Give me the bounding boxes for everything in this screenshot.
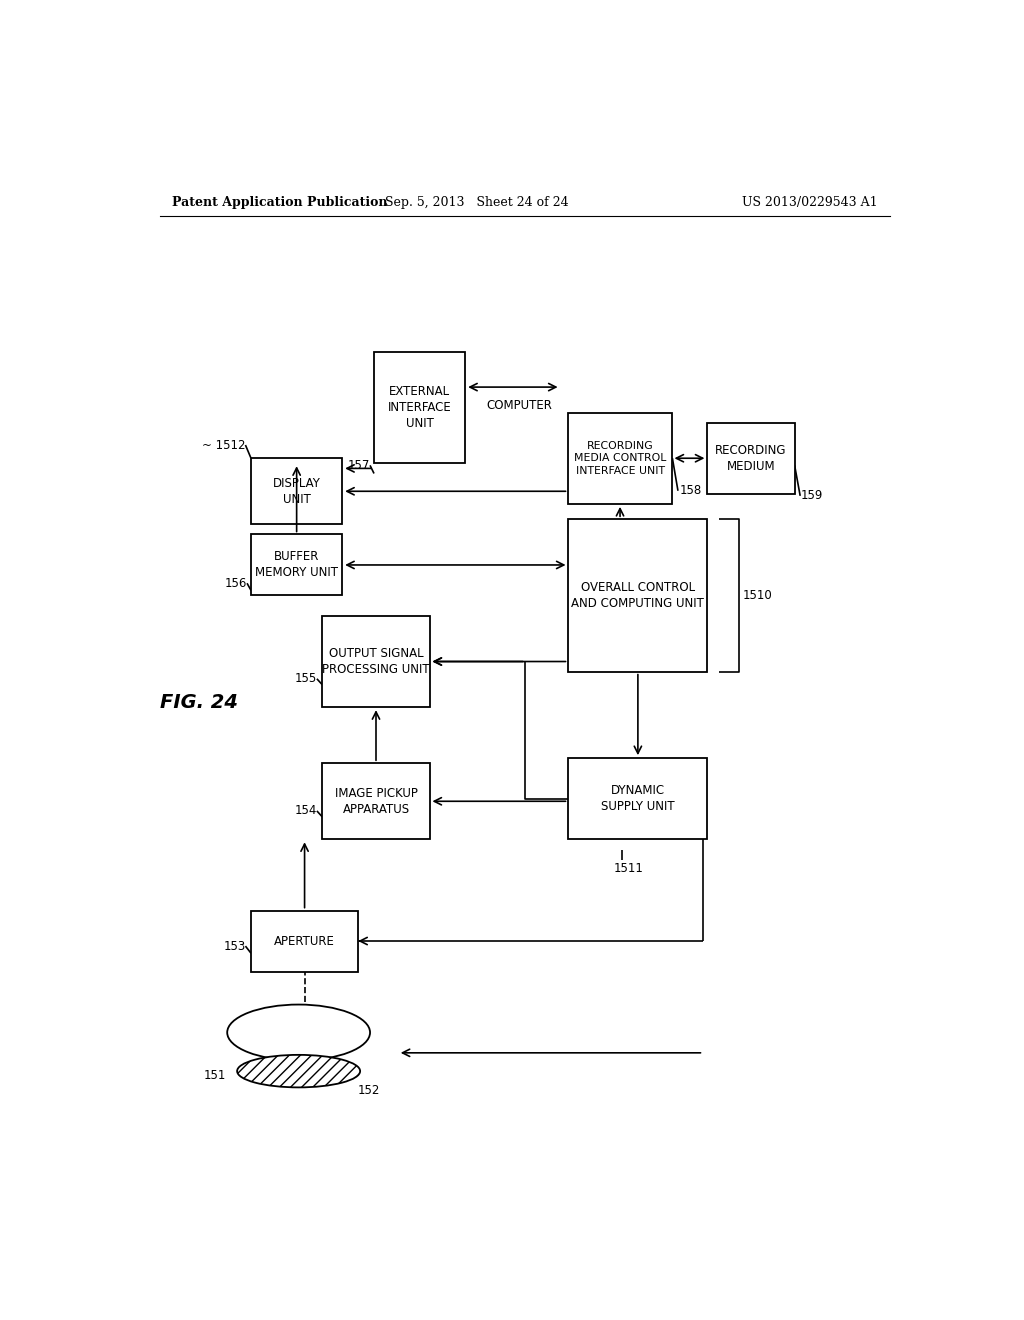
Text: RECORDING
MEDIA CONTROL
INTERFACE UNIT: RECORDING MEDIA CONTROL INTERFACE UNIT	[573, 441, 667, 475]
Ellipse shape	[227, 1005, 370, 1060]
Text: 158: 158	[680, 484, 701, 498]
Text: APERTURE: APERTURE	[274, 935, 335, 948]
Bar	[374, 351, 465, 463]
Text: OVERALL CONTROL
AND COMPUTING UNIT: OVERALL CONTROL AND COMPUTING UNIT	[571, 581, 705, 610]
Text: ~ 1512: ~ 1512	[202, 438, 246, 451]
Bar	[568, 413, 672, 504]
Bar	[708, 422, 795, 494]
Text: 154: 154	[295, 804, 316, 817]
Bar	[323, 615, 430, 708]
Text: 153: 153	[223, 940, 246, 953]
Text: IMAGE PICKUP
APPARATUS: IMAGE PICKUP APPARATUS	[335, 787, 418, 816]
Bar	[323, 763, 430, 840]
Text: 155: 155	[295, 672, 316, 685]
Text: DYNAMIC
SUPPLY UNIT: DYNAMIC SUPPLY UNIT	[601, 784, 675, 813]
Text: EXTERNAL
INTERFACE
UNIT: EXTERNAL INTERFACE UNIT	[388, 385, 452, 430]
Text: RECORDING
MEDIUM: RECORDING MEDIUM	[715, 444, 786, 473]
Text: FIG. 24: FIG. 24	[161, 693, 239, 711]
Bar	[251, 458, 342, 524]
Bar	[251, 911, 358, 972]
Text: 1510: 1510	[743, 589, 773, 602]
Ellipse shape	[238, 1055, 360, 1088]
Text: BUFFER
MEMORY UNIT: BUFFER MEMORY UNIT	[255, 550, 338, 579]
Text: COMPUTER: COMPUTER	[486, 399, 553, 412]
Bar	[251, 535, 342, 595]
Text: 157: 157	[348, 459, 370, 471]
Text: US 2013/0229543 A1: US 2013/0229543 A1	[742, 195, 878, 209]
Text: DISPLAY
UNIT: DISPLAY UNIT	[272, 477, 321, 506]
Text: 156: 156	[224, 577, 247, 590]
Text: 1511: 1511	[613, 862, 643, 875]
Text: Patent Application Publication: Patent Application Publication	[172, 195, 387, 209]
Text: 152: 152	[358, 1084, 381, 1097]
Bar	[568, 519, 708, 672]
Bar	[568, 758, 708, 840]
Text: Sep. 5, 2013   Sheet 24 of 24: Sep. 5, 2013 Sheet 24 of 24	[385, 195, 569, 209]
Text: 151: 151	[204, 1069, 225, 1081]
Text: 159: 159	[801, 490, 823, 503]
Text: OUTPUT SIGNAL
PROCESSING UNIT: OUTPUT SIGNAL PROCESSING UNIT	[323, 647, 430, 676]
